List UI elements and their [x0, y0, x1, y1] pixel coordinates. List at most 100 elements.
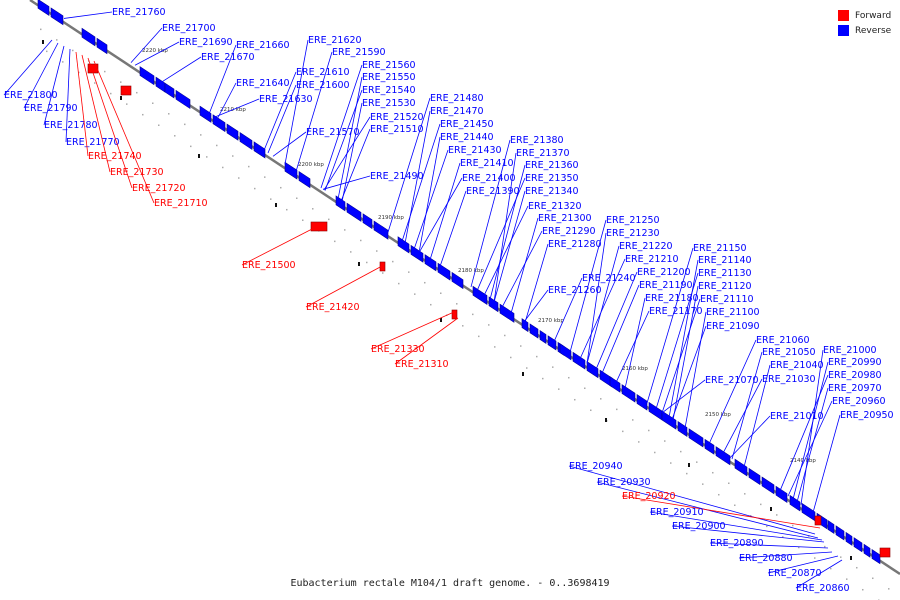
reverse-gene-block: [373, 220, 389, 240]
track-dot: [536, 355, 538, 358]
gene-leader-line: [63, 11, 113, 19]
gene-leader-line: [668, 259, 699, 418]
gene-label: ERE_21000: [823, 345, 877, 356]
legend-forward: Forward: [838, 8, 891, 23]
feature-mark: [440, 318, 442, 322]
gene-label: ERE_21090: [706, 321, 760, 332]
track-dot: [440, 292, 442, 295]
ruler-label: 2190 kbp: [378, 215, 404, 221]
gene-label: ERE_21610: [296, 67, 350, 78]
reverse-gene-block: [827, 519, 835, 534]
track-dot: [360, 239, 362, 242]
gene-label: ERE_20990: [828, 357, 882, 368]
gene-leader-line: [672, 285, 699, 421]
gene-leader-line: [134, 41, 180, 66]
track-dot: [248, 165, 250, 168]
gene-leader-line: [671, 525, 825, 543]
track-dot: [782, 536, 784, 538]
gene-label: ERE_21030: [762, 374, 816, 385]
feature-mark: [275, 203, 277, 207]
track-dot: [526, 367, 528, 369]
gene-label: ERE_21120: [698, 281, 752, 292]
track-dot: [622, 430, 624, 433]
gene-leader-line: [661, 298, 701, 414]
gene-leader-line: [439, 190, 467, 267]
gene-label: ERE_21140: [698, 255, 752, 266]
track-dot: [504, 334, 506, 337]
gene-leader-line: [729, 415, 771, 459]
gene-label: ERE_21100: [706, 307, 760, 318]
gene-label: ERE_21330: [371, 344, 425, 355]
track-dot: [398, 282, 400, 285]
reverse-gene-block: [863, 543, 871, 558]
reverse-gene-block: [789, 494, 801, 512]
track-dot: [206, 156, 208, 158]
gene-leader-line: [655, 272, 699, 410]
track-dot: [702, 483, 704, 485]
gene-label: ERE_21570: [306, 127, 360, 138]
gene-label: ERE_21110: [700, 294, 754, 305]
gene-leader-line: [483, 205, 529, 296]
track-dot: [136, 91, 138, 94]
gene-label: ERE_21320: [528, 201, 582, 212]
gene-label: ERE_20900: [672, 521, 726, 532]
gene-label: ERE_21310: [395, 359, 449, 370]
forward-swatch: [838, 10, 849, 21]
reverse-gene-block: [362, 213, 373, 230]
track-dot: [270, 198, 272, 200]
gene-leader-line: [586, 245, 620, 364]
reverse-gene-block: [155, 76, 166, 93]
track-dot: [376, 250, 378, 252]
legend-reverse-label: Reverse: [855, 25, 892, 36]
gene-label: ERE_21560: [362, 60, 416, 71]
gene-leader-line: [295, 51, 333, 172]
feature-mark: [688, 463, 690, 467]
reverse-gene-block: [212, 114, 226, 133]
gene-label: ERE_21760: [112, 7, 166, 18]
feature-mark: [850, 556, 852, 560]
feature-mark: [605, 418, 607, 422]
track-dot: [254, 187, 256, 190]
reverse-gene-block: [871, 549, 881, 565]
reverse-gene-block: [451, 271, 464, 290]
gene-label: ERE_21740: [88, 151, 142, 162]
gene-label: ERE_21530: [362, 98, 416, 109]
track-dot: [830, 567, 832, 570]
gene-label: ERE_21730: [110, 167, 164, 178]
track-dot: [494, 346, 496, 348]
track-dot: [590, 409, 592, 412]
track-dot: [654, 451, 656, 454]
track-dot: [168, 113, 170, 115]
gene-leader-line: [272, 131, 307, 157]
genome-caption: Eubacterium rectale M104/1 draft genome.…: [290, 578, 610, 589]
gene-label: ERE_21710: [154, 198, 208, 209]
track-dot: [328, 218, 330, 221]
track-dot: [456, 303, 458, 305]
track-dot: [712, 471, 714, 474]
reverse-gene-block: [572, 351, 586, 370]
gene-label: ERE_21170: [649, 306, 703, 317]
gene-leader-line: [418, 136, 441, 253]
gene-leader-line: [160, 56, 202, 83]
reverse-gene-block: [139, 66, 155, 86]
gene-leader-line: [43, 45, 65, 126]
gene-label: ERE_21490: [370, 171, 424, 182]
gene-leader-line: [568, 465, 816, 535]
gene-leader-line: [601, 284, 640, 374]
gene-label: ERE_21210: [625, 254, 679, 265]
gene-leader-line: [767, 555, 839, 574]
gene-leader-line: [340, 128, 371, 202]
track-dot: [824, 545, 826, 548]
gene-label: ERE_21790: [24, 103, 78, 114]
reverse-gene-block: [298, 170, 311, 189]
track-dot: [216, 144, 218, 147]
reverse-gene-block: [586, 360, 599, 379]
gene-label: ERE_21280: [548, 239, 602, 250]
gene-leader-line: [324, 89, 363, 191]
gene-label: ERE_21200: [637, 267, 691, 278]
forward-gene-block: [379, 261, 386, 272]
gene-label: ERE_20940: [569, 461, 623, 472]
track-dot: [568, 376, 570, 379]
